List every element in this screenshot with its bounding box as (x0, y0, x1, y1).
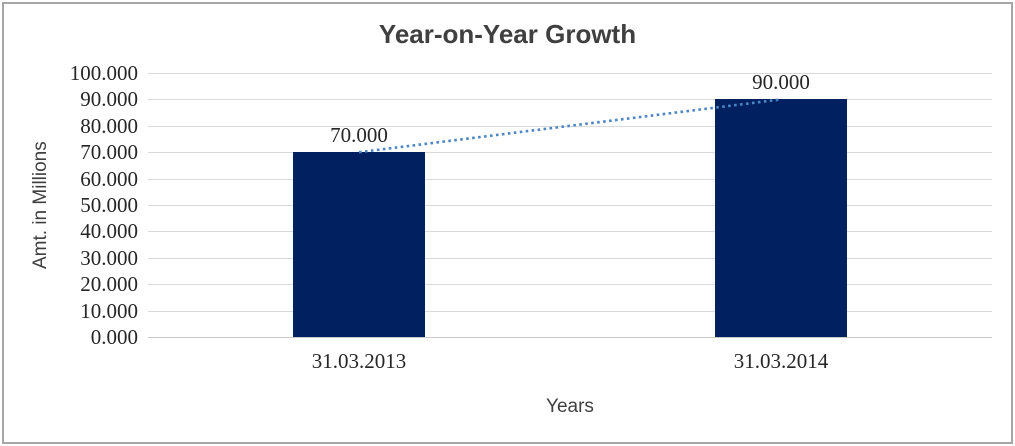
data-label: 70.000 (330, 123, 388, 148)
gridline (148, 231, 992, 233)
y-tick-label: 20.000 (80, 272, 138, 297)
bar (715, 99, 847, 337)
y-tick-label: 70.000 (80, 140, 138, 165)
gridline (148, 178, 992, 180)
data-label: 90.000 (752, 70, 810, 95)
trendline (358, 98, 782, 154)
y-tick-label: 0.000 (90, 325, 138, 349)
y-tick-label: 50.000 (80, 193, 138, 217)
chart-title: Year-on-Year Growth (378, 19, 637, 49)
y-tick-label: 90.000 (80, 87, 138, 112)
gridline (148, 99, 992, 101)
y-tick-label: 10.000 (80, 298, 138, 323)
gridline (148, 310, 992, 312)
y-tick-label: 30.000 (80, 245, 138, 270)
x-tick-label: 31.03.2014 (733, 349, 829, 373)
x-axis-line (148, 337, 992, 338)
y-tick-label: 80.000 (80, 113, 138, 138)
gridline (148, 284, 992, 286)
gridline (148, 152, 992, 154)
gridline (148, 205, 992, 206)
plot-area (148, 73, 992, 338)
gridline (148, 73, 992, 74)
y-tick-label: 40.000 (80, 219, 138, 244)
bar (293, 152, 425, 337)
y-tick-label: 100.000 (69, 61, 138, 85)
gridline (148, 257, 992, 259)
x-axis-title: Years (546, 396, 594, 417)
x-tick-label: 31.03.2013 (311, 349, 407, 373)
y-tick-label: 60.000 (80, 166, 138, 191)
